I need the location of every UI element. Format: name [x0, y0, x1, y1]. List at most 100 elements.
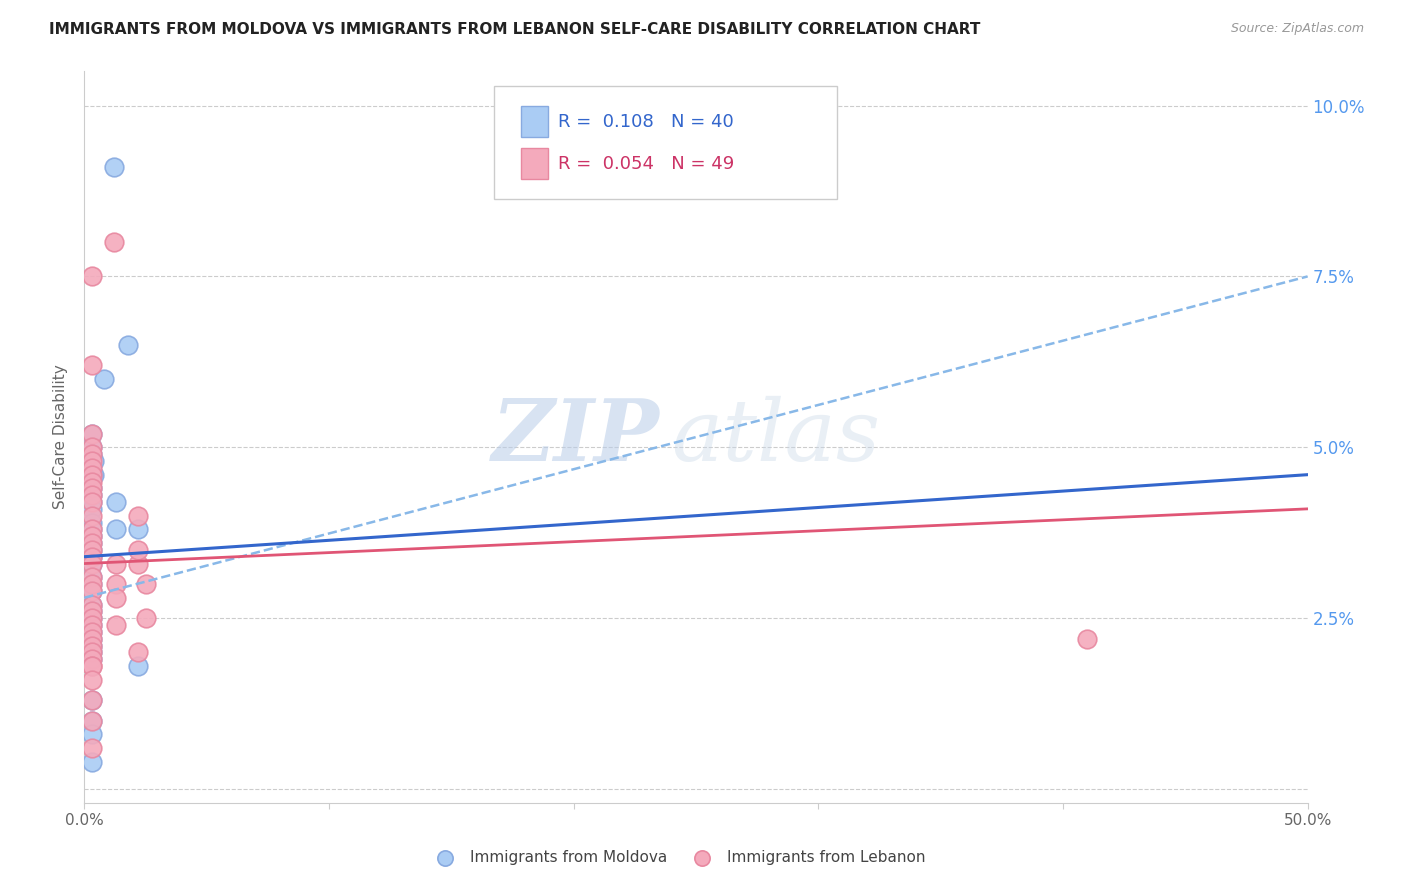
Point — [127, 522, 149, 536]
Point — [80, 508, 103, 523]
Point — [80, 426, 103, 441]
Point — [105, 495, 128, 509]
Text: IMMIGRANTS FROM MOLDOVA VS IMMIGRANTS FROM LEBANON SELF-CARE DISABILITY CORRELAT: IMMIGRANTS FROM MOLDOVA VS IMMIGRANTS FR… — [49, 22, 980, 37]
Point — [80, 693, 103, 707]
Point — [105, 522, 128, 536]
Point — [1076, 632, 1098, 646]
Point — [80, 440, 103, 454]
Point — [80, 652, 103, 666]
Point — [80, 639, 103, 653]
Point — [80, 727, 103, 741]
Point — [80, 577, 103, 591]
Text: Source: ZipAtlas.com: Source: ZipAtlas.com — [1230, 22, 1364, 36]
Point — [80, 529, 103, 543]
Point — [80, 632, 103, 646]
Point — [80, 624, 103, 639]
Point — [80, 714, 103, 728]
Point — [80, 495, 103, 509]
Point — [80, 269, 103, 284]
Point — [80, 440, 103, 454]
Point — [80, 583, 103, 598]
Point — [105, 618, 128, 632]
Point — [80, 639, 103, 653]
Point — [80, 454, 103, 468]
Point — [80, 618, 103, 632]
Text: ZIP: ZIP — [492, 395, 659, 479]
Text: atlas: atlas — [672, 396, 880, 478]
Point — [80, 632, 103, 646]
Point — [135, 611, 157, 625]
Point — [80, 536, 103, 550]
Point — [80, 549, 103, 564]
FancyBboxPatch shape — [494, 86, 837, 200]
Point — [80, 557, 103, 571]
Point — [80, 549, 103, 564]
Point — [80, 618, 103, 632]
Point — [80, 522, 103, 536]
Point — [105, 577, 128, 591]
Point — [80, 481, 103, 495]
Point — [80, 570, 103, 584]
Point — [83, 467, 105, 482]
Point — [80, 714, 103, 728]
Point — [127, 508, 149, 523]
Bar — [522, 106, 548, 137]
Point — [80, 467, 103, 482]
Point — [127, 542, 149, 557]
Point — [80, 583, 103, 598]
Y-axis label: Self-Care Disability: Self-Care Disability — [52, 365, 67, 509]
Text: R =  0.108   N = 40: R = 0.108 N = 40 — [558, 112, 734, 131]
Text: Immigrants from Lebanon: Immigrants from Lebanon — [727, 850, 925, 865]
Point — [80, 577, 103, 591]
Point — [80, 604, 103, 618]
Point — [80, 488, 103, 502]
Point — [80, 488, 103, 502]
Point — [80, 529, 103, 543]
Point — [80, 447, 103, 461]
Point — [80, 645, 103, 659]
Point — [105, 557, 128, 571]
Point — [80, 542, 103, 557]
Point — [127, 645, 149, 659]
Point — [80, 570, 103, 584]
Point — [80, 624, 103, 639]
Point — [80, 495, 103, 509]
Point — [80, 659, 103, 673]
Point — [80, 693, 103, 707]
Point — [80, 755, 103, 769]
Text: R =  0.054   N = 49: R = 0.054 N = 49 — [558, 154, 734, 172]
Point — [80, 741, 103, 756]
Point — [80, 604, 103, 618]
Bar — [522, 148, 548, 179]
Point — [80, 659, 103, 673]
Point — [117, 338, 139, 352]
Point — [80, 557, 103, 571]
Point — [103, 235, 125, 250]
Point — [135, 577, 157, 591]
Point — [80, 426, 103, 441]
Point — [80, 611, 103, 625]
Point — [80, 542, 103, 557]
Point — [80, 467, 103, 482]
Point — [80, 516, 103, 530]
Point — [83, 454, 105, 468]
Point — [80, 598, 103, 612]
Point — [80, 536, 103, 550]
Point — [80, 447, 103, 461]
Point — [105, 591, 128, 605]
Point — [80, 522, 103, 536]
Point — [80, 645, 103, 659]
Point — [80, 501, 103, 516]
Point — [80, 598, 103, 612]
Point — [80, 475, 103, 489]
Point — [80, 673, 103, 687]
Point — [127, 659, 149, 673]
Point — [80, 481, 103, 495]
Point — [80, 460, 103, 475]
Point — [93, 372, 115, 386]
Point — [80, 652, 103, 666]
Point — [80, 611, 103, 625]
Point — [127, 557, 149, 571]
Point — [103, 160, 125, 174]
Point — [80, 359, 103, 373]
